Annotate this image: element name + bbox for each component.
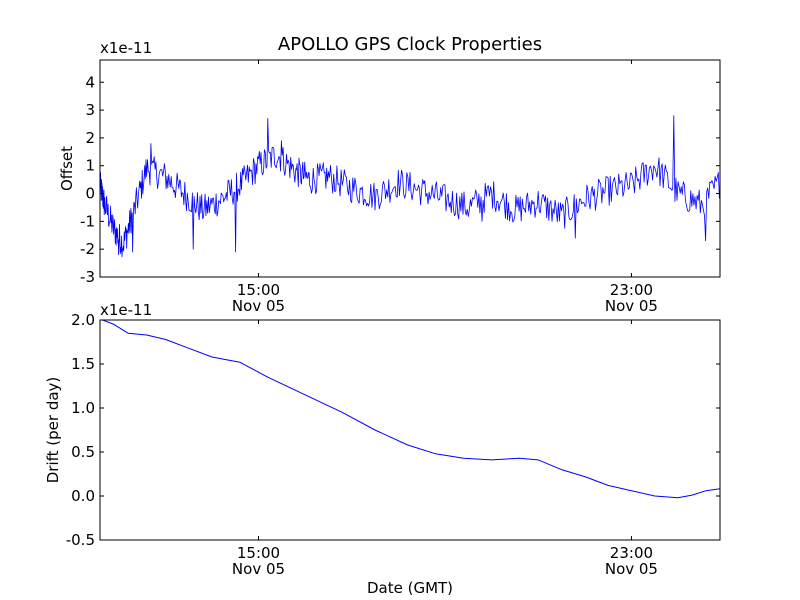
drift-series xyxy=(100,320,720,499)
drift-xtick-date-label: Nov 05 xyxy=(232,560,285,578)
offset-xtick-date-label: Nov 05 xyxy=(232,297,285,315)
offset-y-axis-label: Offset xyxy=(58,146,76,191)
drift-xtick-time-label: 15:00 xyxy=(237,544,280,562)
offset-xtick-time-label: 23:00 xyxy=(610,281,653,299)
drift-scale-label: x1e-11 xyxy=(100,301,152,319)
drift-y-axis-label: Drift (per day) xyxy=(44,377,62,484)
offset-axes-frame xyxy=(99,59,721,278)
chart-title: APOLLO GPS Clock Properties xyxy=(278,34,542,55)
drift-xtick-time-label: 23:00 xyxy=(610,544,653,562)
drift-ytick-label: -0.5 xyxy=(66,531,95,549)
drift-ytick-label: 2.0 xyxy=(71,311,95,329)
offset-ytick-label: -2 xyxy=(80,240,95,258)
x-axis-label: Date (GMT) xyxy=(367,579,453,597)
drift-ytick-label: 1.5 xyxy=(71,355,95,373)
drift-xtick-date-label: Nov 05 xyxy=(605,560,658,578)
drift-ytick-label: 1.0 xyxy=(71,399,95,417)
offset-ytick-label: 0 xyxy=(85,185,95,203)
offset-ytick-label: -1 xyxy=(80,212,95,230)
offset-xtick-date-label: Nov 05 xyxy=(605,297,658,315)
drift-axes-frame xyxy=(99,319,721,541)
offset-ytick-label: 3 xyxy=(85,101,95,119)
drift-ytick-label: 0.5 xyxy=(71,443,95,461)
drift-ytick-label: 0.0 xyxy=(71,487,95,505)
offset-xtick-time-label: 15:00 xyxy=(237,281,280,299)
offset-series xyxy=(100,115,720,258)
offset-ytick-label: 1 xyxy=(85,157,95,175)
offset-ytick-label: -3 xyxy=(80,268,95,286)
offset-scale-label: x1e-11 xyxy=(100,39,152,57)
offset-ytick-label: 4 xyxy=(85,73,95,91)
offset-ytick-label: 2 xyxy=(85,129,95,147)
offset-line xyxy=(100,115,720,258)
drift-line xyxy=(100,320,720,499)
